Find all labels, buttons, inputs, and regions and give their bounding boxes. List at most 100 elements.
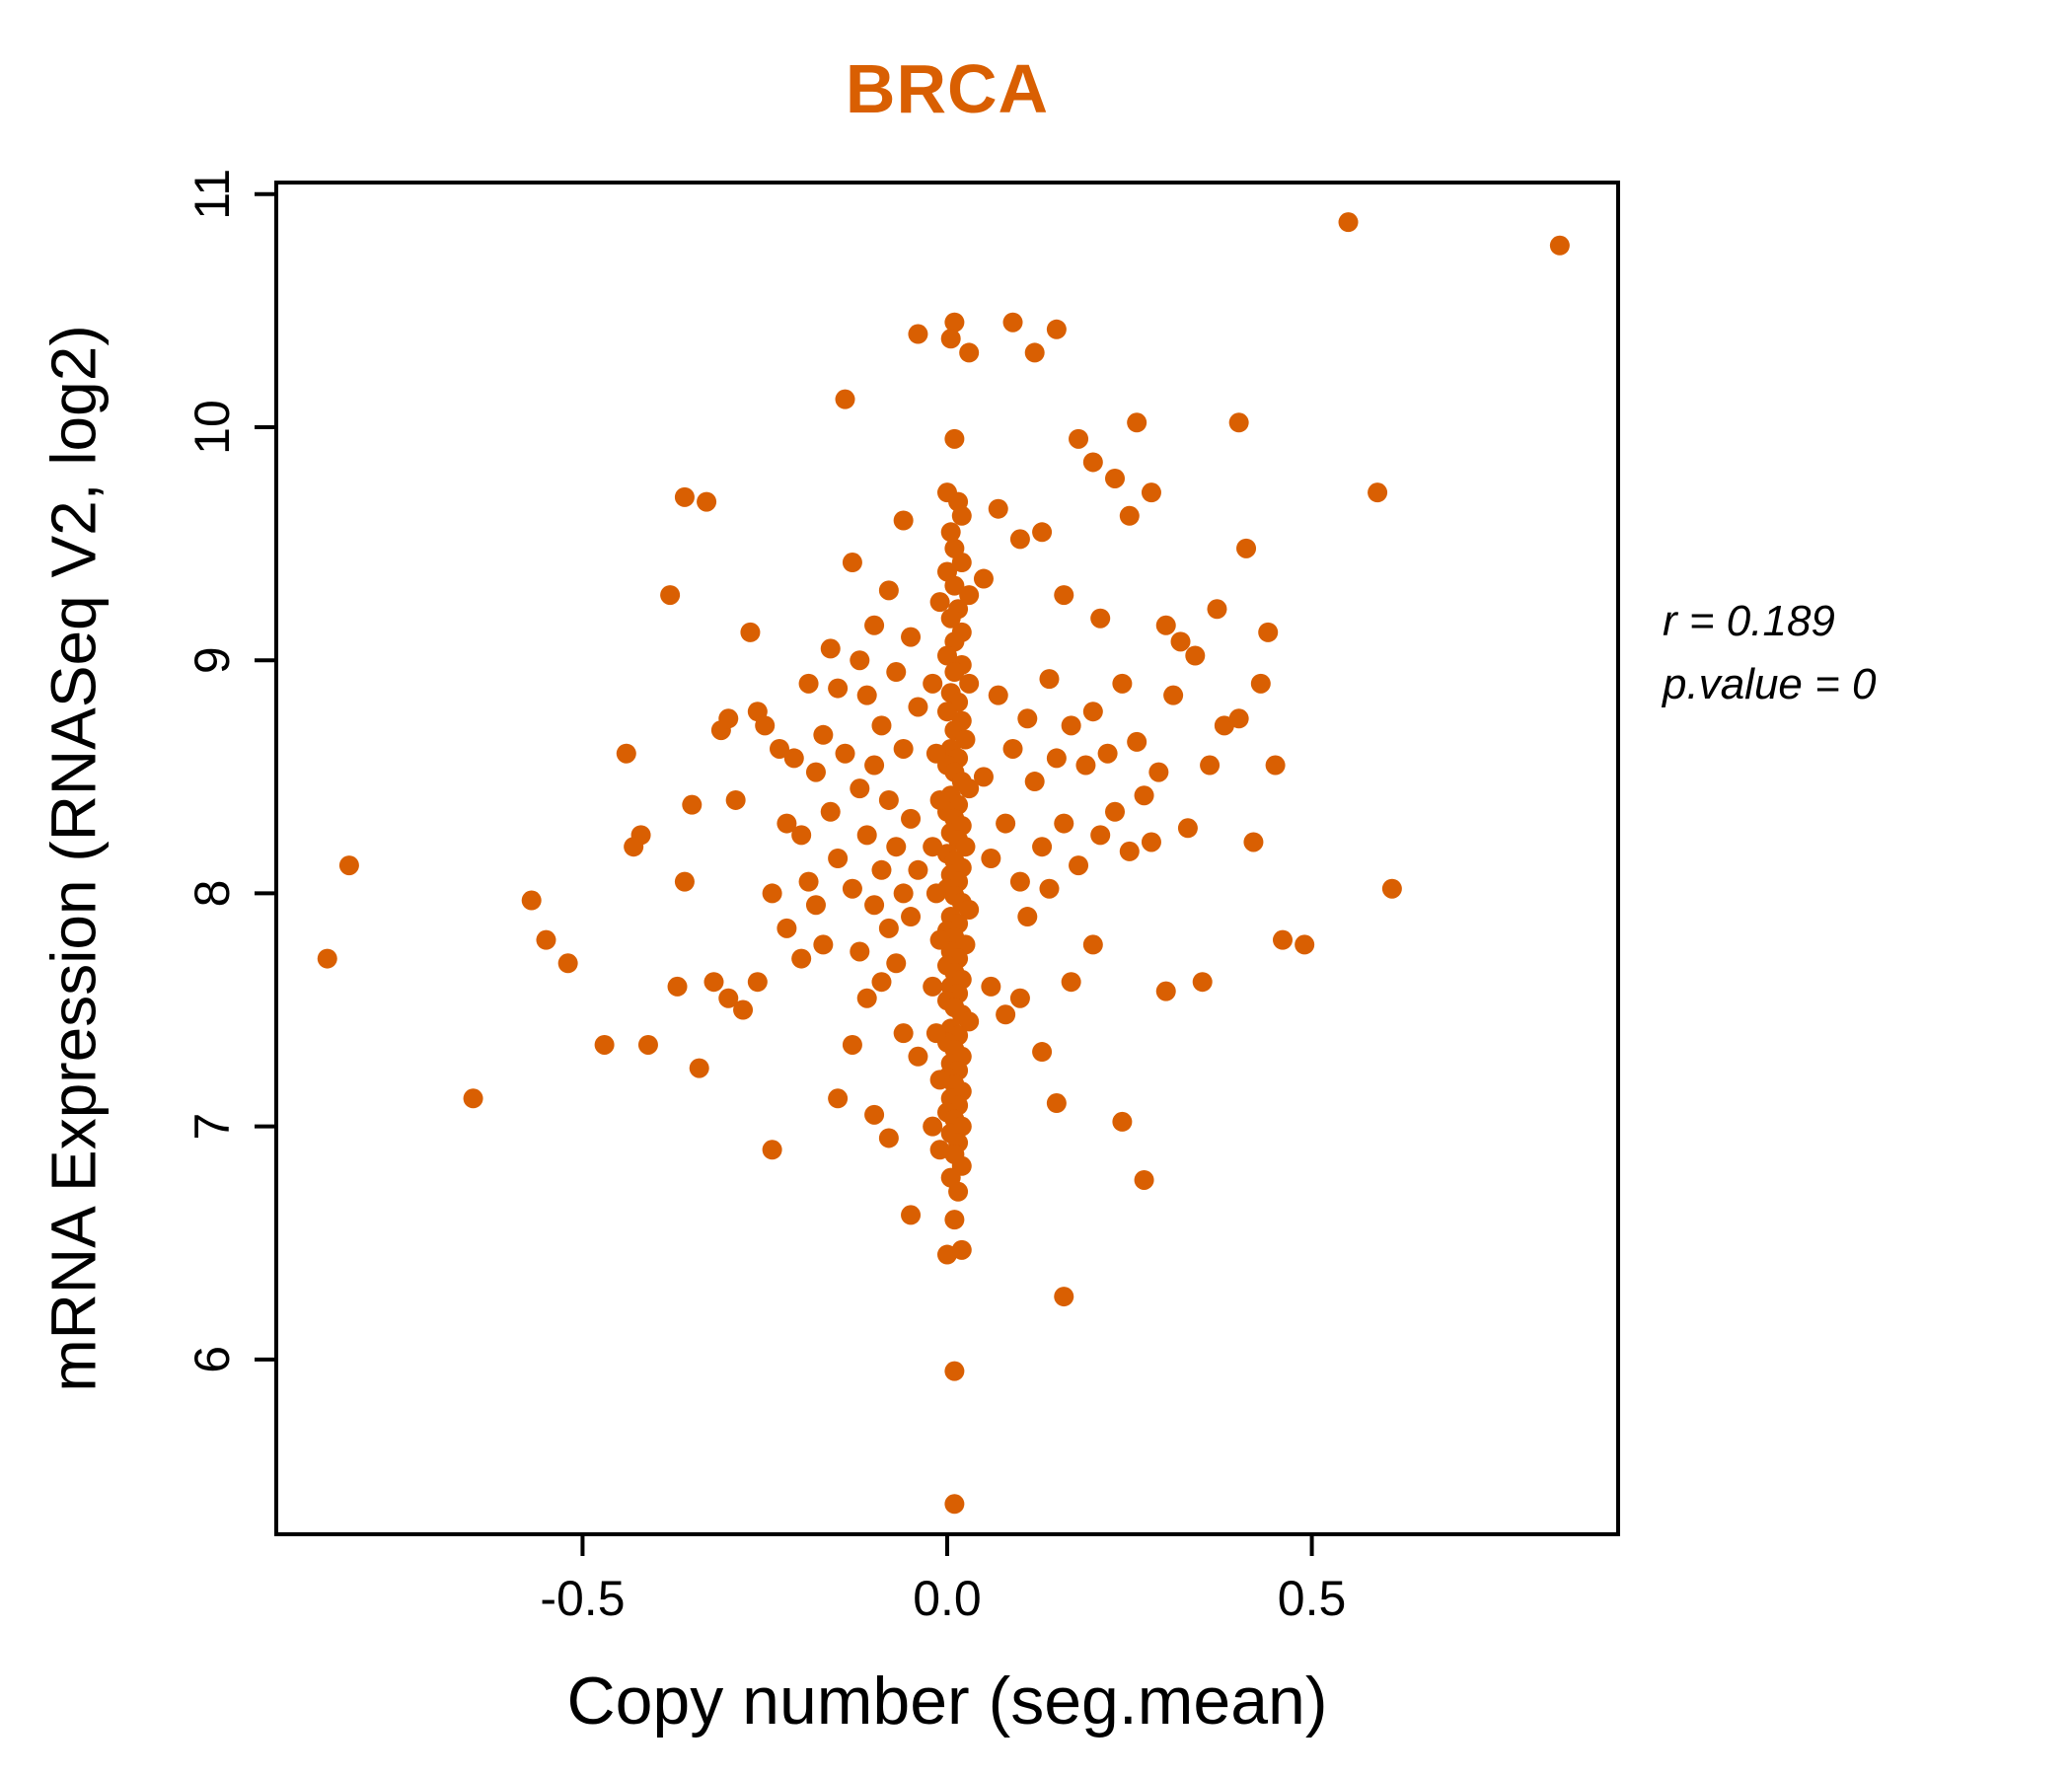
data-point: [594, 1034, 615, 1055]
data-point: [1200, 755, 1221, 776]
data-point: [1155, 615, 1176, 635]
data-point: [747, 972, 768, 993]
data-point: [925, 1023, 946, 1044]
data-point: [1069, 855, 1089, 876]
data-point: [1119, 505, 1140, 526]
data-point: [463, 1088, 483, 1109]
data-point: [893, 738, 914, 759]
data-point: [850, 941, 870, 962]
data-point: [1134, 1169, 1154, 1190]
data-point: [1032, 1042, 1053, 1063]
y-tick-label: 7: [185, 1113, 240, 1141]
data-point: [1082, 702, 1103, 722]
data-point: [944, 312, 965, 333]
data-point: [893, 1023, 914, 1044]
data-point: [828, 849, 849, 868]
data-point: [1061, 972, 1081, 993]
data-point: [959, 342, 980, 363]
data-point: [798, 871, 819, 892]
data-point: [1024, 772, 1045, 792]
x-tick-label: 0.0: [913, 1571, 982, 1626]
data-point: [1009, 529, 1030, 550]
data-point: [1032, 837, 1053, 857]
data-point: [1119, 841, 1140, 861]
data-point: [1082, 934, 1103, 955]
data-point: [1273, 929, 1293, 950]
data-point: [1141, 832, 1161, 852]
data-point: [908, 324, 928, 344]
data-point: [1185, 645, 1206, 666]
data-point: [521, 890, 542, 911]
data-point: [1177, 818, 1198, 839]
data-point: [1112, 673, 1133, 694]
data-point: [740, 622, 761, 642]
x-tick-label: -0.5: [540, 1571, 625, 1626]
data-point: [923, 837, 943, 857]
data-point: [1549, 235, 1570, 256]
data-point: [703, 972, 724, 993]
data-point: [682, 794, 703, 815]
data-point: [1082, 452, 1103, 473]
data-point: [1381, 878, 1402, 899]
data-point: [951, 1239, 972, 1260]
data-point: [878, 918, 899, 938]
data-point: [718, 708, 739, 729]
data-point: [893, 883, 914, 904]
data-point: [755, 715, 776, 736]
p-value-text: p.value = 0: [1663, 659, 1877, 708]
data-point: [1127, 731, 1147, 752]
data-point: [1054, 585, 1074, 606]
data-point: [944, 575, 965, 596]
data-point: [1046, 1093, 1067, 1114]
data-point: [813, 724, 834, 745]
data-point: [937, 645, 957, 666]
data-point: [923, 976, 943, 997]
data-point: [1112, 1111, 1133, 1132]
data-point: [1024, 342, 1045, 363]
data-point: [856, 825, 877, 846]
data-point: [338, 855, 359, 876]
r-value-text: r = 0.189: [1663, 597, 1835, 645]
data-point: [886, 662, 907, 683]
data-point: [1155, 981, 1176, 1001]
data-point: [660, 585, 681, 606]
data-point: [925, 743, 946, 764]
data-point: [1069, 428, 1089, 449]
data-point: [1105, 801, 1125, 822]
data-point: [798, 673, 819, 694]
data-point: [948, 1181, 969, 1202]
data-point: [929, 929, 950, 950]
data-point: [842, 878, 862, 899]
data-point: [1046, 748, 1067, 769]
data-point: [893, 510, 914, 531]
data-point: [557, 953, 578, 974]
data-point: [725, 789, 746, 810]
data-point: [923, 1116, 943, 1137]
data-point: [828, 678, 849, 699]
data-point: [1039, 669, 1060, 690]
data-point: [850, 778, 870, 799]
y-tick-label: 9: [185, 646, 240, 674]
data-point: [791, 948, 812, 969]
data-point: [878, 1128, 899, 1148]
data-point: [1192, 972, 1213, 993]
data-point: [944, 662, 965, 683]
data-point: [973, 767, 994, 787]
data-point: [864, 755, 885, 776]
data-point: [929, 592, 950, 613]
data-point: [959, 778, 980, 799]
data-point: [1250, 673, 1271, 694]
data-point: [1228, 412, 1249, 433]
data-point: [805, 895, 826, 916]
data-point: [1002, 738, 1023, 759]
data-point: [1090, 608, 1111, 629]
data-point: [1097, 743, 1118, 764]
data-point: [1054, 813, 1074, 834]
data-point: [856, 988, 877, 1008]
data-point: [923, 673, 943, 694]
data-point: [929, 1140, 950, 1160]
data-point: [951, 505, 972, 526]
data-point: [955, 837, 976, 857]
data-point: [770, 738, 789, 759]
